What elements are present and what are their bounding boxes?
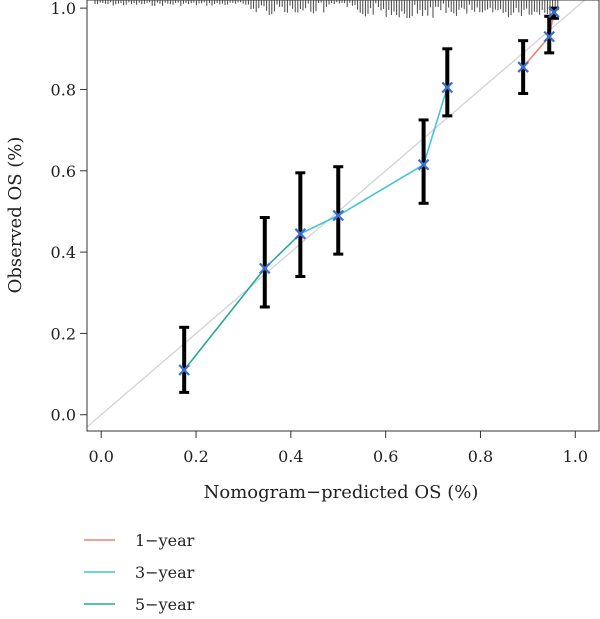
data-point (258, 262, 271, 275)
x-tick-label: 0.2 (183, 447, 208, 466)
y-tick-label: 0.6 (51, 162, 76, 181)
y-tick-label: 0.0 (51, 406, 76, 425)
reference-diagonal-line (87, 0, 586, 428)
legend: 1−year 3−year 5−year (84, 531, 195, 614)
x-axis: 0.0 0.2 0.4 0.6 0.8 1.0 (88, 431, 588, 466)
legend-label: 5−year (135, 595, 195, 614)
data-points (178, 6, 560, 376)
data-point (417, 158, 430, 171)
plot-frame (86, 0, 600, 432)
data-point (517, 61, 529, 73)
x-tick-label: 0.4 (278, 447, 303, 466)
data-point-stroke (332, 209, 345, 222)
data-point-stroke (258, 262, 271, 275)
data-point-stroke (441, 81, 454, 94)
legend-label: 3−year (135, 563, 195, 582)
y-tick-label: 0.2 (51, 324, 76, 343)
series-line-5year (183, 233, 301, 371)
data-point (294, 228, 307, 240)
legend-label: 1−year (135, 531, 195, 550)
data-point (441, 81, 454, 94)
x-axis-label: Nomogram−predicted OS (%) (204, 482, 479, 503)
x-tick-label: 0.8 (468, 447, 493, 466)
data-point-stroke (417, 158, 430, 171)
data-point-stroke (548, 6, 560, 18)
data-point (548, 6, 560, 18)
rug-marks (94, 0, 559, 22)
y-axis-label: Observed OS (%) (5, 137, 26, 294)
series-lines (183, 12, 555, 371)
error-bars (179, 6, 559, 394)
data-point (332, 209, 345, 222)
reference-line (87, 0, 586, 428)
data-point (178, 364, 190, 376)
y-tick-label: 1.0 (51, 0, 76, 18)
data-point-stroke (178, 364, 190, 376)
data-point-stroke (517, 61, 529, 73)
y-tick-label: 0.4 (51, 243, 76, 262)
data-point-stroke (543, 30, 556, 43)
x-tick-label: 0.0 (88, 447, 113, 466)
y-tick-label: 0.8 (51, 80, 76, 99)
x-tick-label: 1.0 (563, 447, 588, 466)
data-point (543, 30, 556, 43)
data-point-stroke (294, 228, 307, 240)
series-line-3year (299, 87, 449, 235)
y-axis: 0.0 0.2 0.4 0.6 0.8 1.0 (51, 0, 87, 425)
x-tick-label: 0.6 (373, 447, 398, 466)
